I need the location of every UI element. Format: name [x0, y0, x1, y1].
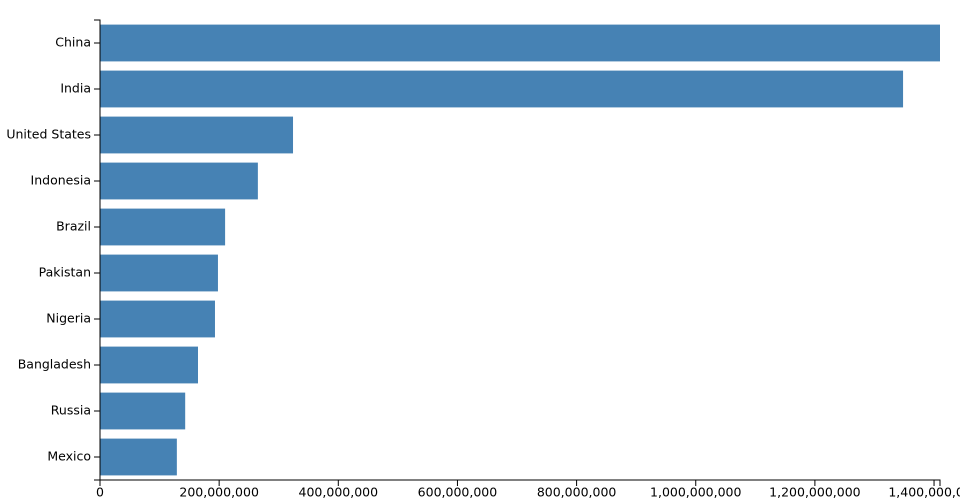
bar	[100, 162, 258, 200]
y-tick-label: Russia	[51, 403, 91, 418]
bar	[100, 346, 198, 384]
bar	[100, 392, 186, 430]
bar	[100, 116, 294, 154]
x-tick-label: 400,000,000	[299, 485, 379, 500]
y-axis	[94, 19, 101, 481]
x-tick-label: 1,000,000,000	[650, 485, 741, 500]
y-tick-label: Nigeria	[46, 311, 91, 326]
x-tick-label: 600,000,000	[418, 485, 498, 500]
y-tick-label: Pakistan	[39, 265, 91, 280]
bar	[100, 438, 177, 476]
x-tick-label: 1,200,000,000	[769, 485, 860, 500]
y-tick-label: Bangladesh	[18, 357, 91, 372]
x-tick-label: 0	[96, 485, 104, 500]
y-tick-label: Brazil	[56, 219, 91, 234]
y-tick-label: Indonesia	[31, 173, 91, 188]
bar	[100, 254, 218, 292]
y-tick-label: United States	[6, 127, 91, 142]
y-tick-label: China	[55, 35, 91, 50]
x-tick-label: 200,000,000	[179, 485, 259, 500]
x-tick-label: 800,000,000	[537, 485, 617, 500]
bar	[100, 300, 215, 338]
y-tick-label: Mexico	[47, 449, 91, 464]
bar	[100, 70, 904, 108]
x-tick-label: 1,400,000,000	[888, 485, 960, 500]
bar	[100, 208, 226, 246]
y-tick-label: India	[60, 81, 91, 96]
bar	[100, 24, 940, 62]
